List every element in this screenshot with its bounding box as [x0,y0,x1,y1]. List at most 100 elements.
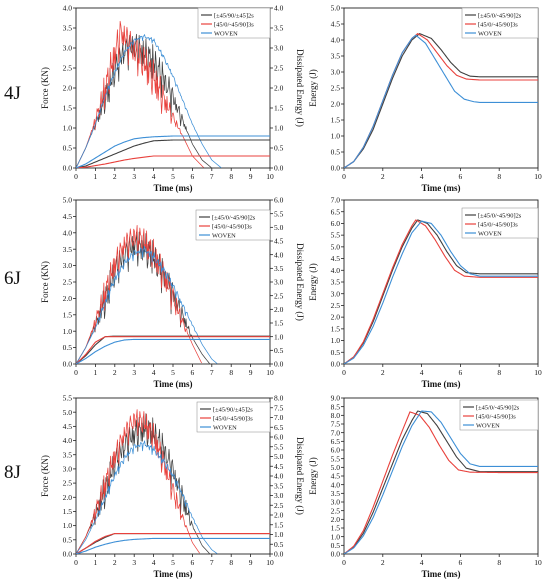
series-line-1 [344,219,538,364]
y2-tick-label: 4.5 [274,462,284,471]
y2-tick-label: 2.0 [274,305,284,314]
x-tick-label: 1 [94,368,98,377]
x-axis-label: Time (ms) [421,569,460,579]
y-tick-label: 4.5 [63,422,73,431]
y-tick-label: 0.0 [63,360,73,369]
panel-force-8J: 0 1 2 3 4 5 6 7 8 9 100.00.51.01.52.02.53.03.54.04… [40,394,305,579]
panel-force-6J: 0 1 2 3 4 5 6 7 8 9 100.00.51.01.52.02.53.03.54.04… [40,196,305,389]
series-line-1 [76,409,200,554]
y2-tick-label: 2.0 [274,84,284,93]
series-line-energy-4 [76,155,270,168]
y-tick-label: 1.0 [63,327,73,336]
series-line-1 [344,33,538,168]
y2-tick-label: 1.0 [274,124,284,133]
y-tick-label: 0.0 [331,550,341,559]
y-tick-label: 2.5 [331,301,341,310]
x-tick-label: 4 [152,368,156,377]
y-axis-label: Force (KN) [40,455,50,497]
y2-tick-label: 3.0 [274,44,284,53]
y-tick-label: 6.0 [331,219,341,228]
series-line-2 [344,410,538,554]
y-tick-label: 3.5 [331,489,341,498]
x-tick-label: 7 [210,172,214,181]
y2-tick-label: 3.5 [274,481,284,490]
y2-tick-label: 5.0 [274,452,284,461]
x-axis-label: Time (ms) [153,183,192,193]
y-tick-label: 3.0 [63,44,73,53]
x-tick-label: 1 [94,172,98,181]
x-tick-label: 4 [152,172,156,181]
y-axis-label: Force (KN) [40,67,50,109]
y-tick-label: 7.0 [331,196,341,205]
y2-tick-label: 5.5 [274,209,284,218]
y-tick-label: 3.0 [331,289,341,298]
y-tick-label: 5.5 [331,231,341,240]
y-tick-label: 0.0 [331,164,341,173]
y-tick-label: 2.0 [63,493,73,502]
y-tick-label: 0.0 [63,164,73,173]
y-tick-label: 0.0 [331,360,341,369]
y-tick-label: 6.5 [331,207,341,216]
series-line-2 [76,245,218,364]
x-tick-label: 4 [420,558,424,567]
y-tick-label: 0.5 [63,343,73,352]
y-tick-label: 1.0 [331,532,341,541]
x-axis-label: Time (ms) [421,183,460,193]
y-tick-label: 1.5 [63,310,73,319]
series-line-0 [344,219,538,364]
y-tick-label: 4.0 [63,228,73,237]
y-tick-label: 1.5 [63,104,73,113]
y-tick-label: 4.0 [63,436,73,445]
x-tick-label: 2 [381,368,385,377]
series-line-energy-3 [76,139,270,168]
y-tick-label: 4.5 [331,20,341,29]
legend-entry: WOVEN [478,31,502,38]
y-tick-label: 0.5 [63,144,73,153]
y2-axis-label: Dissipated Energy (J) [295,243,305,321]
y-tick-label: 1.0 [63,521,73,530]
panel-energy-8J: 0 2 4 6 8 10 0.00.51.01.52.02.53.03.54.04.55.0… [308,394,542,579]
y2-tick-label: 5.0 [274,223,284,232]
series-line-energy-4 [76,336,270,364]
y2-tick-label: 1.5 [274,104,284,113]
x-tick-label: 0 [342,558,346,567]
y2-tick-label: 3.0 [274,278,284,287]
x-tick-label: 4 [420,368,424,377]
y-tick-label: 4.0 [331,266,341,275]
x-tick-label: 3 [132,368,136,377]
x-tick-label: 8 [497,172,501,181]
x-tick-label: 8 [497,368,501,377]
y-tick-label: 0.5 [331,541,341,550]
x-tick-label: 3 [132,172,136,181]
y-axis-label: Energy (J) [308,457,318,495]
x-axis-label: Time (ms) [421,379,460,389]
y-tick-label: 6.0 [331,446,341,455]
y-tick-label: 5.5 [63,394,73,403]
series-line-2 [344,220,538,364]
y-tick-label: 8.0 [331,411,341,420]
legend: [±45/90/±45]2s [45/0/-45/90]3s WOVEN [196,401,271,433]
y-tick-label: 5.0 [63,196,73,205]
y2-tick-label: 4.0 [274,4,284,13]
legend-entry: [45/0/-45/90]3s [478,22,518,29]
legend-entry: [±45/90/±45]2s [213,407,253,414]
x-tick-label: 2 [113,368,117,377]
series-line-0 [344,410,538,554]
legend: [±45/0/-45/90]2s [45/0/-45/90]3s WOVEN [461,207,539,239]
y2-tick-label: 4.0 [274,250,284,259]
legend-entry: [45/0/-45/90]3s [478,222,518,229]
y-tick-label: 1.5 [63,507,73,516]
y-tick-label: 5.0 [63,408,73,417]
y2-tick-label: 0.5 [274,346,284,355]
y-tick-label: 4.0 [63,4,73,13]
legend-entry: WOVEN [214,31,238,38]
y-tick-label: 5.5 [331,454,341,463]
x-tick-label: 10 [534,172,542,181]
series-line-2 [344,34,538,168]
y-tick-label: 0.5 [331,348,341,357]
y-tick-label: 1.0 [63,124,73,133]
y2-tick-label: 0.0 [274,360,284,369]
y2-tick-label: 2.5 [274,64,284,73]
x-tick-label: 4 [152,558,156,567]
